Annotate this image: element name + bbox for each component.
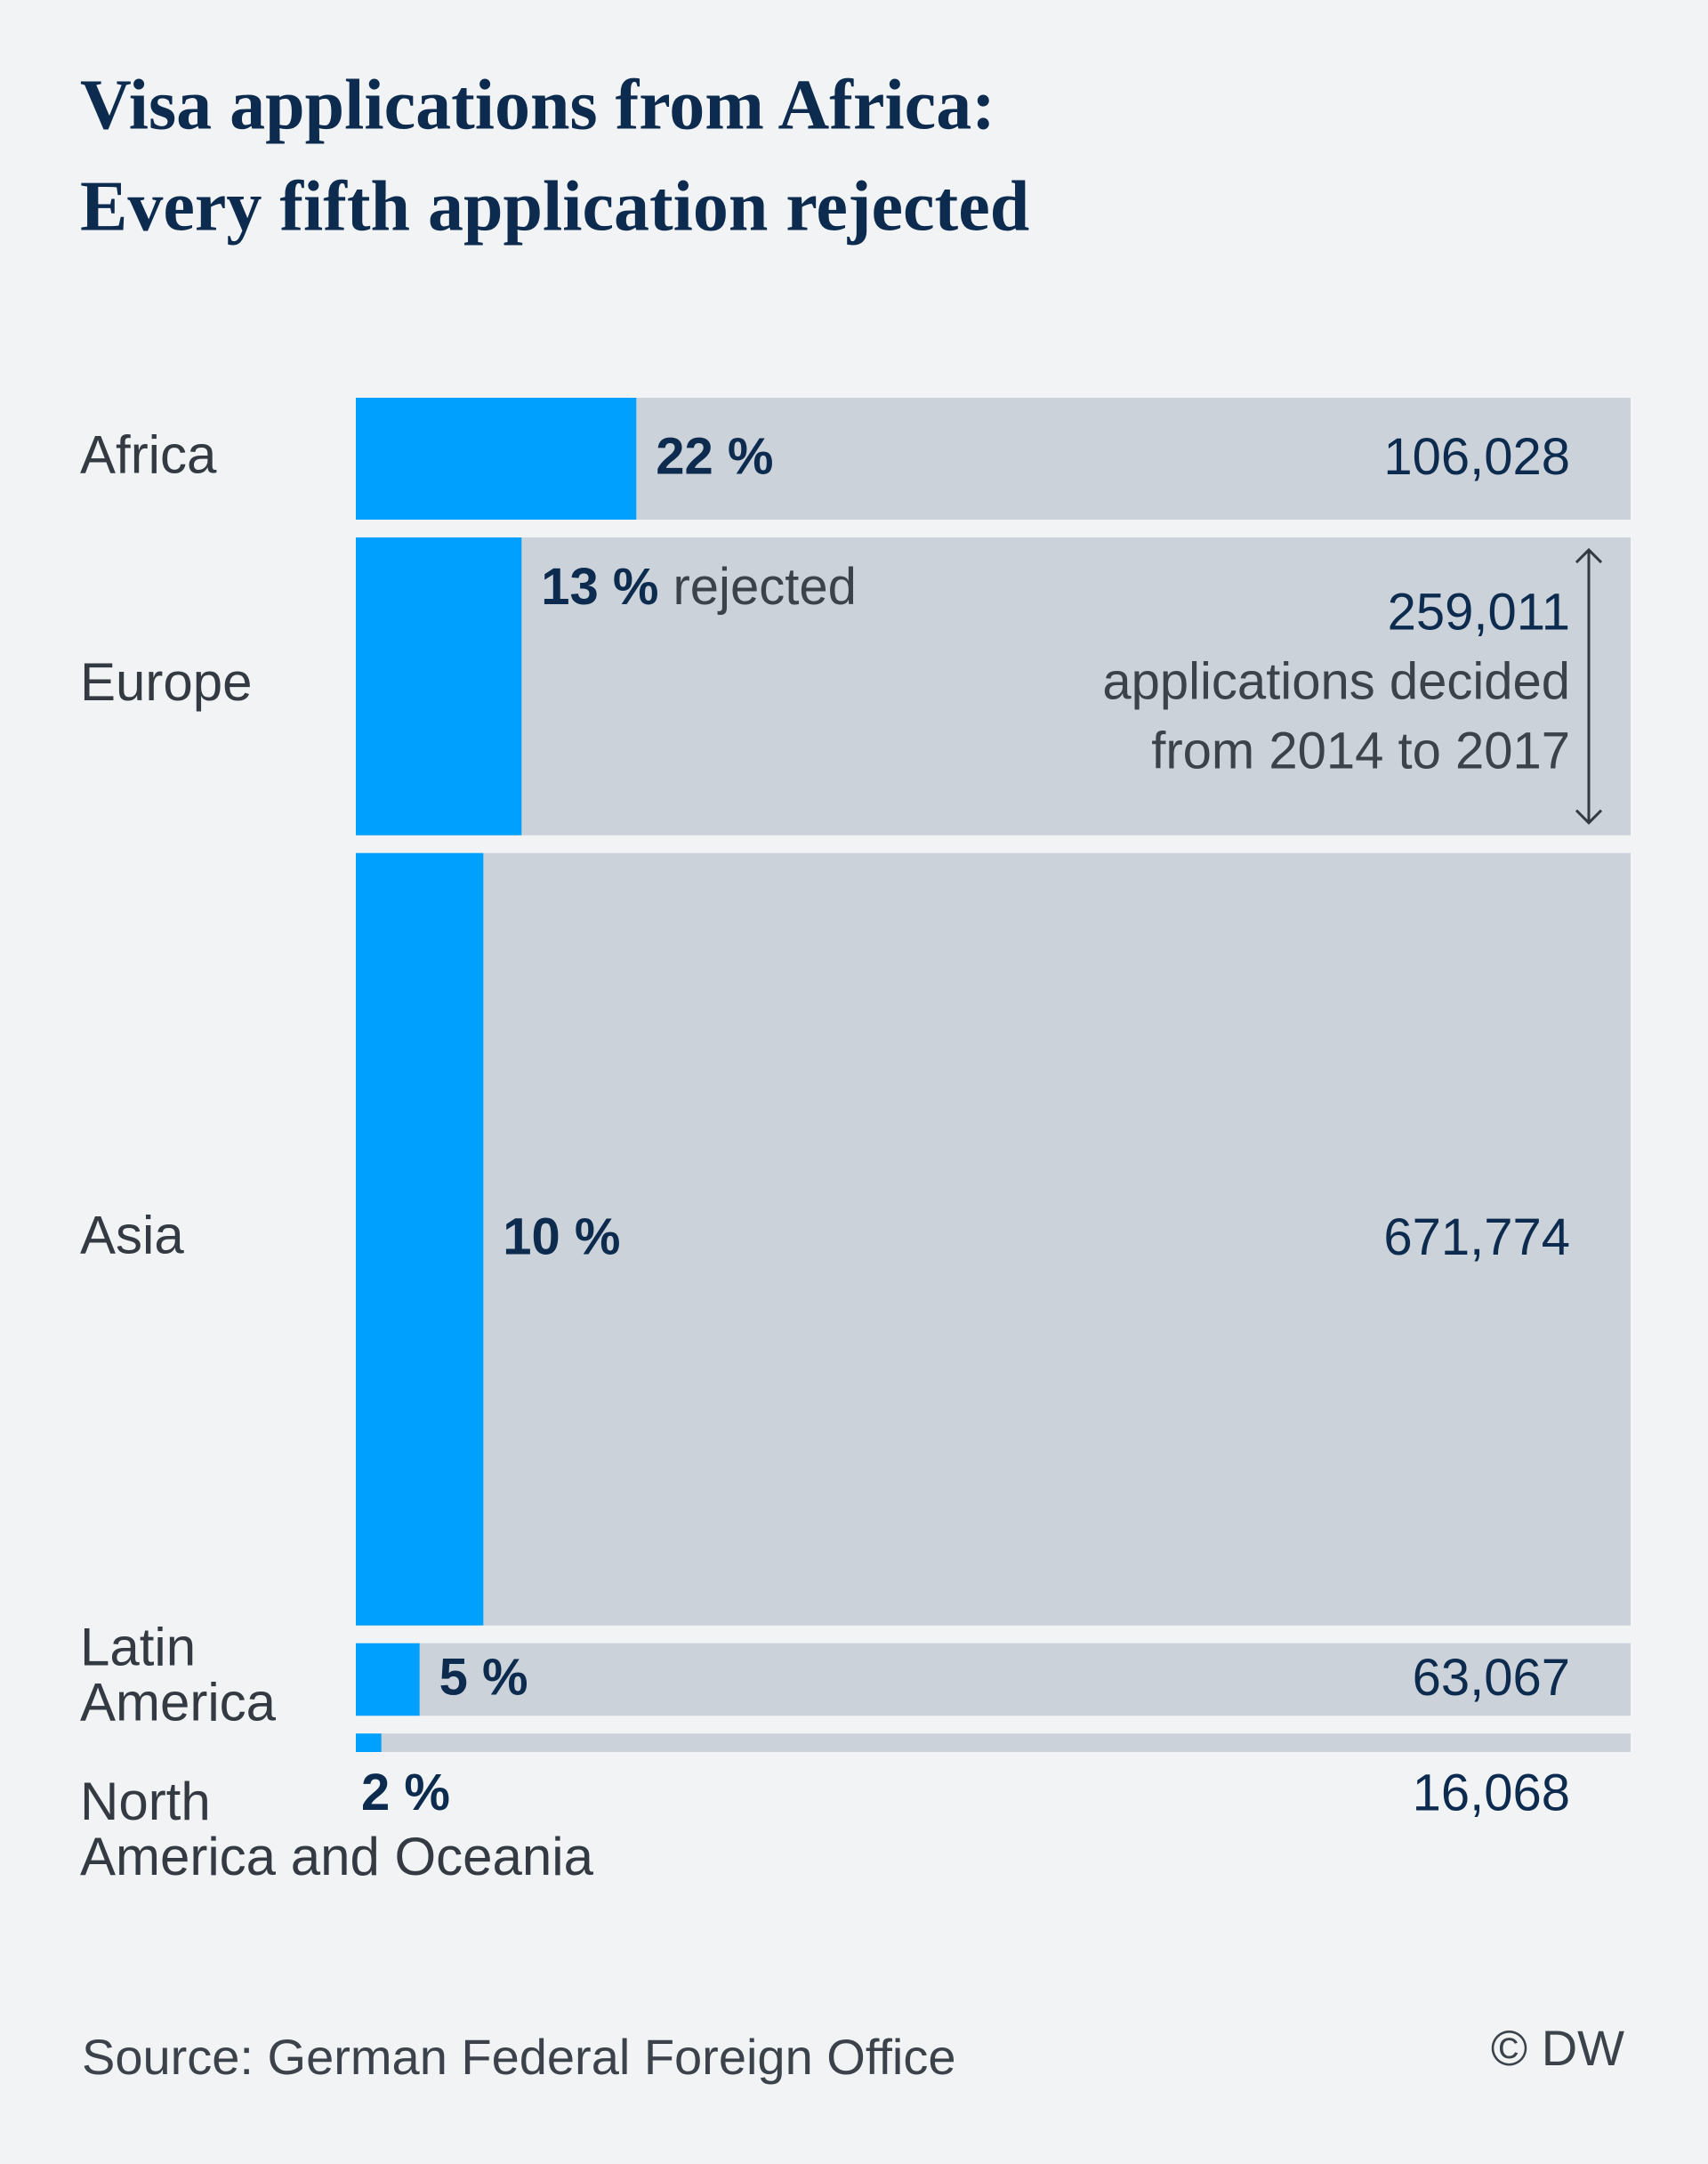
source: Source: German Federal Foreign Office — [82, 2029, 956, 2085]
category-label: Africa — [80, 424, 217, 484]
category-label: Europe — [80, 652, 252, 712]
bar-total — [356, 1733, 1631, 1752]
bar-rejected — [356, 1733, 382, 1752]
total-label: 259,011 — [1388, 583, 1570, 641]
category-line: America — [80, 1672, 277, 1732]
bar-total — [356, 1643, 1631, 1716]
total-label: 106,028 — [1383, 428, 1570, 486]
bar-rejected — [356, 1643, 420, 1716]
chart-title: Visa applications from Africa: — [80, 66, 995, 144]
category-label: Asia — [80, 1206, 184, 1265]
bar-rejected — [356, 398, 637, 521]
value-label-text: 2 % — [361, 1764, 450, 1821]
bar-rejected — [356, 537, 522, 836]
total-label: 16,068 — [1413, 1764, 1570, 1821]
total-label: 671,774 — [1383, 1208, 1570, 1266]
value-label: 22 % — [656, 428, 773, 486]
arrow-head — [1575, 547, 1603, 825]
category-line: America and Oceania — [80, 1827, 594, 1886]
bar-total — [356, 852, 1631, 1626]
category-line: Latin — [80, 1617, 196, 1676]
bar-rejected — [356, 852, 484, 1626]
credit: © DW — [1491, 2020, 1624, 2076]
value-label-text: 10 % — [503, 1208, 620, 1266]
value-label: 13 % rejected — [541, 558, 857, 616]
total-label: 63,067 — [1413, 1649, 1570, 1707]
value-label-text: 13 % — [541, 558, 658, 616]
value-label: 10 % — [503, 1208, 620, 1266]
annotation-suffix: rejected — [673, 558, 856, 616]
value-label: 5 % — [439, 1649, 528, 1707]
annotation-line: from 2014 to 2017 — [1151, 722, 1570, 779]
value-label-text: 5 % — [439, 1649, 528, 1707]
category-label: North America and Oceania — [80, 1772, 594, 1886]
bar-total — [356, 537, 1631, 836]
value-label-text: 22 % — [656, 428, 773, 486]
category-label: Latin America — [80, 1617, 277, 1732]
category-line: North — [80, 1772, 211, 1831]
chart-subtitle: Every fifth application rejected — [80, 167, 1029, 246]
value-label: 2 % — [361, 1764, 450, 1821]
annotation-line: applications decided — [1102, 652, 1570, 710]
